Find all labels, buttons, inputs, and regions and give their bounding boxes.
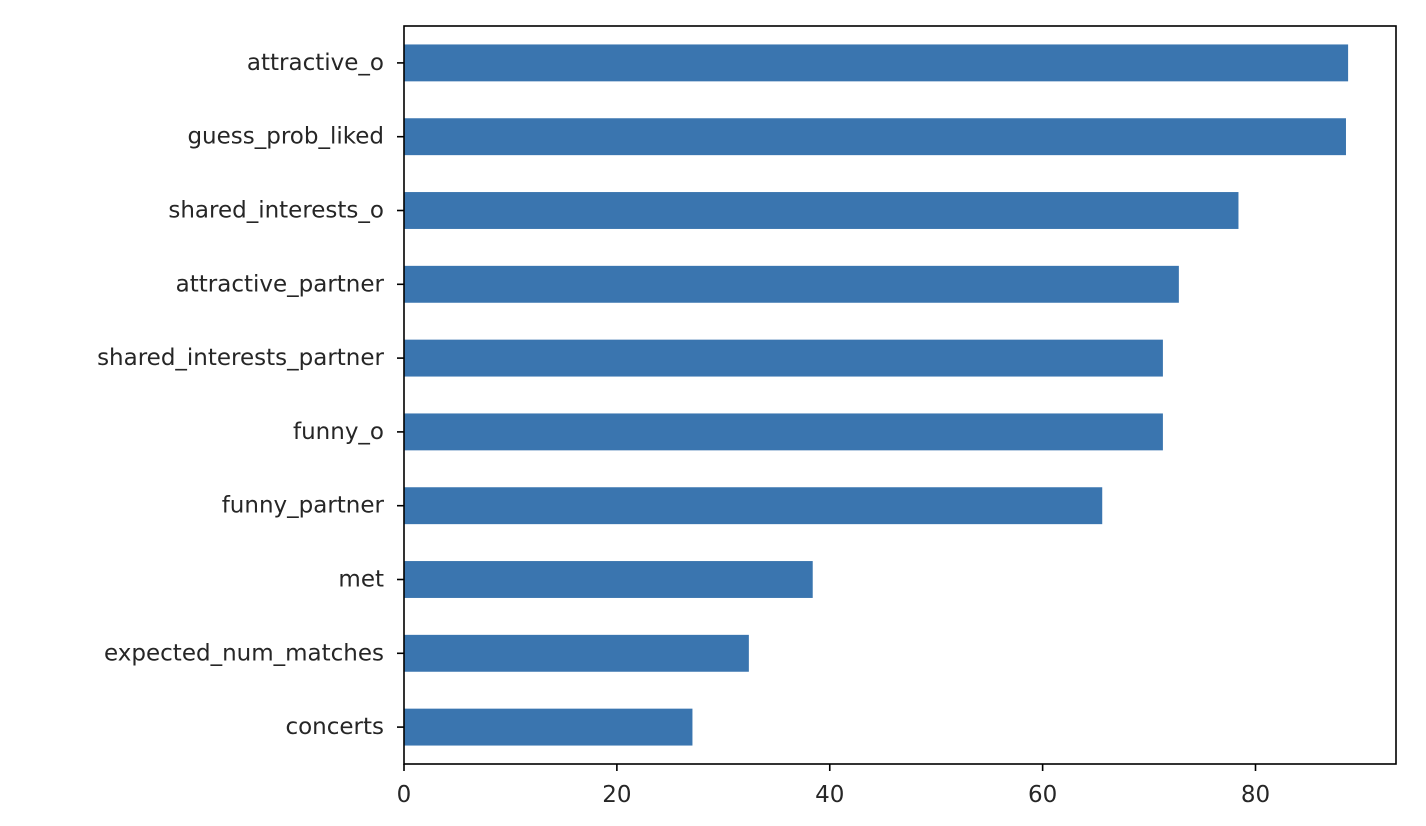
bars-group	[404, 44, 1349, 746]
bar-funny-partner	[404, 487, 1103, 525]
bar-attractive-partner	[404, 265, 1179, 303]
y-tick-label: guess_prob_liked	[187, 124, 384, 150]
x-tick-label: 0	[397, 782, 412, 808]
y-tick-label: expected_num_matches	[104, 640, 384, 666]
bar-shared-interests-partner	[404, 339, 1163, 377]
bar-met	[404, 561, 813, 598]
bar-concerts	[404, 708, 693, 746]
y-tick-label: attractive_partner	[176, 271, 385, 297]
y-tick-label: funny_o	[293, 419, 384, 445]
y-tick-label: shared_interests_o	[168, 198, 384, 224]
y-tick-label: concerts	[285, 714, 384, 740]
y-tick-label: funny_partner	[222, 493, 385, 519]
x-axis: 0 20 40 60 80	[397, 764, 1270, 808]
x-tick-label: 60	[1028, 782, 1057, 808]
y-tick-label: attractive_o	[247, 50, 384, 76]
y-axis: attractive_o guess_prob_liked shared_inter…	[97, 50, 404, 740]
bar-shared-interests-o	[404, 192, 1239, 229]
y-tick-label: met	[338, 567, 384, 593]
plot-frame	[403, 25, 1397, 765]
bar-expected-num-matches	[404, 634, 749, 672]
x-tick-label: 40	[815, 782, 844, 808]
bar-guess-prob-liked	[404, 118, 1346, 156]
bar-funny-o	[404, 413, 1163, 451]
y-tick-label: shared_interests_partner	[97, 345, 384, 371]
x-tick-label: 80	[1241, 782, 1270, 808]
bar-attractive-o	[404, 44, 1349, 82]
x-tick-label: 20	[602, 782, 631, 808]
